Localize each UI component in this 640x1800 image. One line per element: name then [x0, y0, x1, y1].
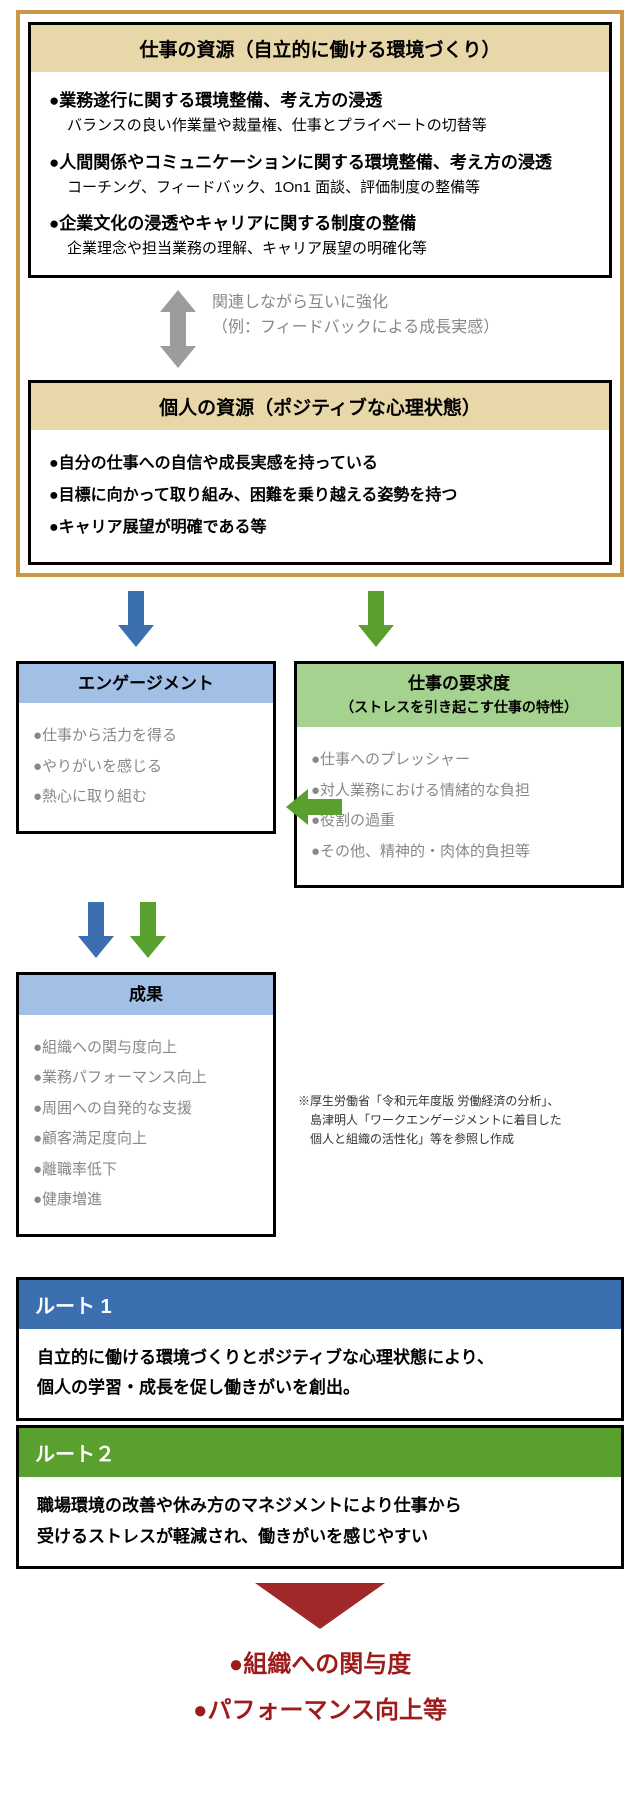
blue-down-arrow-icon [116, 591, 156, 647]
res-b0: ●組織への関与度向上 [33, 1037, 259, 1060]
engagement-box: エンゲージメント ●仕事から活力を得る ●やりがいを感じる ●熱心に取り組む [16, 661, 276, 834]
b1-item3-title: ●企業文化の浸透やキャリアに関する制度の整備 [49, 209, 591, 234]
down-arrows-row [16, 577, 624, 661]
route1-l1: 自立的に働ける環境づくりとポジティブな心理状態により、 [37, 1343, 603, 1374]
mutual-reinforce-note: 関連しながら互いに強化 （例：フィードバックによる成長実感） [212, 290, 499, 341]
personal-resources-body: ●自分の仕事への自信や成長実感を持っている ●目標に向かって取り組み、困難を乗り… [31, 430, 609, 562]
b1-item1-title: ●業務遂行に関する環境整備、考え方の浸透 [49, 86, 591, 111]
res-b5: ●健康増進 [33, 1189, 259, 1212]
mutual-reinforce-row: 関連しながら互いに強化 （例：フィードバックによる成長実感） [28, 290, 612, 368]
route1-l2: 個人の学習・成長を促し働きがいを創出。 [37, 1373, 603, 1404]
dem-b0: ●仕事へのプレッシャー [311, 749, 607, 772]
route2-l1: 職場環境の改善や休み方のマネジメントにより仕事から [37, 1491, 603, 1522]
results-row: 成果 ●組織への関与度向上 ●業務パフォーマンス向上 ●周囲への自発的な支援 ●… [16, 972, 624, 1237]
results-body: ●組織への関与度向上 ●業務パフォーマンス向上 ●周囲への自発的な支援 ●顧客満… [19, 1015, 273, 1234]
red-down-arrow-icon [255, 1583, 385, 1629]
work-resources-box: 仕事の資源（自立的に働ける環境づくり） ●業務遂行に関する環境整備、考え方の浸透… [28, 22, 612, 278]
results-box: 成果 ●組織への関与度向上 ●業務パフォーマンス向上 ●周囲への自発的な支援 ●… [16, 972, 276, 1237]
b1-item2-title: ●人間関係やコミュニケーションに関する環境整備、考え方の浸透 [49, 148, 591, 173]
b2-bullet0: ●自分の仕事への自信や成長実感を持っている [49, 452, 591, 476]
results-title: 成果 [19, 975, 273, 1015]
demand-title-l1: 仕事の要求度 [408, 674, 510, 693]
route1-label: ルート 1 [19, 1280, 621, 1329]
resources-frame: 仕事の資源（自立的に働ける環境づくり） ●業務遂行に関する環境整備、考え方の浸透… [16, 10, 624, 577]
route1-box: ルート 1 自立的に働ける環境づくりとポジティブな心理状態により、 個人の学習・… [16, 1277, 624, 1421]
dem-b1: ●対人業務における情緒的な負担 [311, 780, 607, 803]
b2-bullet1: ●目標に向かって取り組み、困難を乗り越える姿勢を持つ [49, 484, 591, 508]
res-b2: ●周囲への自発的な支援 [33, 1098, 259, 1121]
route2-label: ルート２ [19, 1428, 621, 1477]
engagement-body: ●仕事から活力を得る ●やりがいを感じる ●熱心に取り組む [19, 703, 273, 831]
eng-b2: ●熱心に取り組む [33, 786, 259, 809]
double-arrow-icon [158, 290, 198, 368]
demand-title-l2: （ストレスを引き起こす仕事の特性） [340, 699, 578, 715]
res-b3: ●顧客満足度向上 [33, 1128, 259, 1151]
route2-body: 職場環境の改善や休み方のマネジメントにより仕事から 受けるストレスが軽減され、働… [19, 1477, 621, 1566]
route2-l2: 受けるストレスが軽減され、働きがいを感じやすい [37, 1522, 603, 1553]
final-outcome: ●組織への関与度 ●パフォーマンス向上等 [0, 1642, 640, 1763]
route2-box: ルート２ 職場環境の改善や休み方のマネジメントにより仕事から 受けるストレスが軽… [16, 1425, 624, 1569]
note-line2: （例：フィードバックによる成長実感） [212, 315, 499, 341]
blue-down-arrow2-icon [76, 902, 116, 958]
b1-item2-sub: コーチング、フィードバック、1On1 面談、評価制度の整備等 [67, 177, 591, 200]
job-demand-box: 仕事の要求度 （ストレスを引き起こす仕事の特性） ●仕事へのプレッシャー ●対人… [294, 661, 624, 889]
res-b4: ●離職率低下 [33, 1159, 259, 1182]
routes-section: ルート 1 自立的に働ける環境づくりとポジティブな心理状態により、 個人の学習・… [16, 1277, 624, 1569]
dem-b2: ●役割の過重 [311, 810, 607, 833]
b1-item3-sub: 企業理念や担当業務の理解、キャリア展望の明確化等 [67, 238, 591, 261]
down-arrows-row2 [16, 888, 624, 972]
route1-body: 自立的に働ける環境づくりとポジティブな心理状態により、 個人の学習・成長を促し働… [19, 1329, 621, 1418]
res-b1: ●業務パフォーマンス向上 [33, 1067, 259, 1090]
dem-b3: ●その他、精神的・肉体的負担等 [311, 841, 607, 864]
engagement-title: エンゲージメント [19, 664, 273, 704]
flow-section: エンゲージメント ●仕事から活力を得る ●やりがいを感じる ●熱心に取り組む 仕… [16, 577, 624, 1237]
job-demand-body: ●仕事へのプレッシャー ●対人業務における情緒的な負担 ●役割の過重 ●その他、… [297, 727, 621, 885]
work-resources-body: ●業務遂行に関する環境整備、考え方の浸透 バランスの良い作業量や裁量権、仕事とプ… [31, 72, 609, 275]
final-arrow-wrap [0, 1583, 640, 1634]
cite-l3: 個人と組織の活性化」等を参照し作成 [298, 1130, 562, 1149]
eng-b0: ●仕事から活力を得る [33, 725, 259, 748]
final-l2: ●パフォーマンス向上等 [0, 1688, 640, 1734]
green-left-arrow-icon [286, 787, 342, 827]
two-col-row: エンゲージメント ●仕事から活力を得る ●やりがいを感じる ●熱心に取り組む 仕… [16, 661, 624, 889]
job-demand-title: 仕事の要求度 （ストレスを引き起こす仕事の特性） [297, 664, 621, 728]
green-down-arrow2-icon [128, 902, 168, 958]
personal-resources-box: 個人の資源（ポジティブな心理状態） ●自分の仕事への自信や成長実感を持っている … [28, 380, 612, 565]
b2-bullet2: ●キャリア展望が明確である等 [49, 516, 591, 540]
green-down-arrow-icon [356, 591, 396, 647]
cite-l1: ※厚生労働省「令和元年度版 労働経済の分析」、 [298, 1092, 562, 1111]
citation: ※厚生労働省「令和元年度版 労働経済の分析」、 島津明人「ワークエンゲージメント… [294, 972, 572, 1150]
b1-item1-sub: バランスの良い作業量や裁量権、仕事とプライベートの切替等 [67, 115, 591, 138]
final-l1: ●組織への関与度 [0, 1642, 640, 1688]
work-resources-title: 仕事の資源（自立的に働ける環境づくり） [31, 25, 609, 72]
note-line1: 関連しながら互いに強化 [212, 290, 499, 316]
eng-b1: ●やりがいを感じる [33, 756, 259, 779]
personal-resources-title: 個人の資源（ポジティブな心理状態） [31, 383, 609, 430]
cite-l2: 島津明人「ワークエンゲージメントに着目した [298, 1111, 562, 1130]
